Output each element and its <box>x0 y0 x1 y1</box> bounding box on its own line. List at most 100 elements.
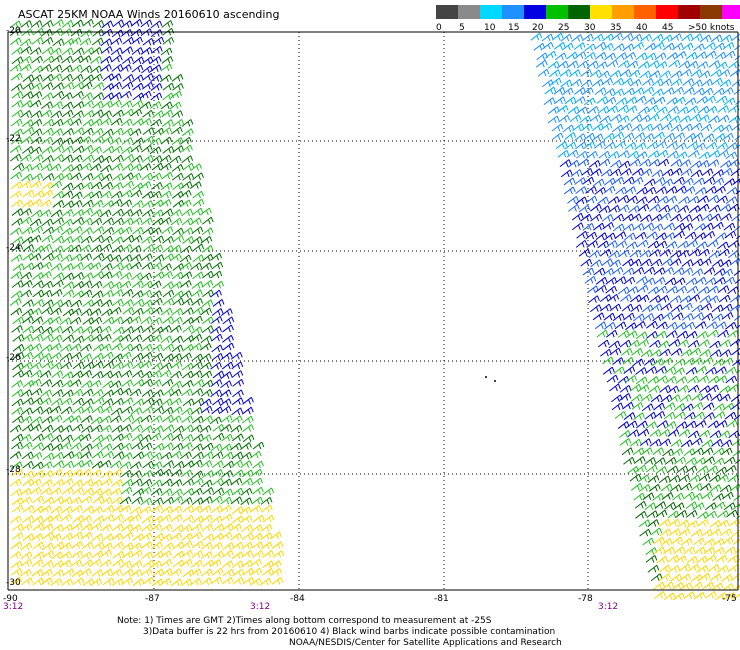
wind-barb <box>30 416 43 425</box>
wind-barb <box>200 388 213 397</box>
wind-barb <box>678 474 691 483</box>
wind-barb <box>713 403 725 412</box>
wind-barb <box>100 64 112 72</box>
wind-barb <box>10 461 23 470</box>
wind-barb <box>79 37 92 46</box>
wind-barb <box>102 360 115 369</box>
wind-barb <box>698 248 710 257</box>
wind-barb <box>653 176 666 185</box>
wind-barb <box>240 487 253 496</box>
wind-barb <box>39 199 52 208</box>
wind-barb <box>551 132 564 141</box>
wind-barb <box>160 263 172 271</box>
wind-barb <box>100 299 113 308</box>
wind-barb <box>251 532 263 541</box>
wind-barb <box>650 258 663 267</box>
wind-barb <box>90 479 103 488</box>
wind-barb <box>50 578 63 586</box>
wind-barb <box>697 105 710 114</box>
wind-barb <box>11 433 24 442</box>
wind-barb <box>658 475 671 484</box>
wind-barb <box>657 295 670 303</box>
wind-barb <box>40 64 52 72</box>
wind-barb <box>12 263 25 272</box>
wind-barb <box>262 487 275 496</box>
wind-barb <box>51 379 64 388</box>
wind-barb <box>141 325 154 333</box>
wind-barb <box>161 56 174 64</box>
wind-barb <box>626 60 639 69</box>
wind-barb <box>222 568 235 577</box>
wind-barb <box>22 470 35 479</box>
wind-barb <box>150 334 163 343</box>
wind-barb <box>580 79 593 88</box>
wind-barb <box>617 104 629 113</box>
wind-barb <box>140 19 153 28</box>
wind-barb <box>619 294 632 302</box>
wind-barb <box>30 20 43 28</box>
wind-barb <box>720 574 733 583</box>
wind-barb <box>612 313 625 322</box>
wind-barb <box>172 425 185 434</box>
wind-barb <box>140 343 153 352</box>
wind-barb <box>21 236 34 245</box>
wind-barb <box>10 271 23 279</box>
wind-barb <box>172 460 185 469</box>
wind-barb <box>683 491 695 500</box>
wind-barb <box>160 136 173 145</box>
wind-barb <box>129 506 142 515</box>
wind-barb <box>151 297 163 306</box>
wind-barb <box>221 560 234 568</box>
wind-barb <box>20 63 32 72</box>
wind-barb <box>627 465 640 474</box>
wind-barb <box>190 262 203 271</box>
wind-barb <box>572 123 585 132</box>
wind-barb <box>52 279 64 288</box>
wind-barb <box>617 421 630 429</box>
wind-barb <box>621 77 634 86</box>
wind-barb <box>81 478 94 487</box>
wind-barb <box>160 182 173 191</box>
wind-barb <box>22 82 35 90</box>
wind-barb <box>646 320 658 329</box>
wind-barb <box>122 108 134 117</box>
wind-barb <box>129 388 142 397</box>
wind-barb <box>30 128 43 137</box>
wind-barb <box>635 464 647 473</box>
wind-barb <box>685 51 698 60</box>
wind-barb <box>704 95 716 104</box>
wind-barb <box>72 460 85 468</box>
wind-barb <box>647 564 660 573</box>
wind-barb <box>201 216 214 225</box>
wind-barb <box>220 424 233 432</box>
wind-barb <box>701 528 713 537</box>
wind-barb <box>701 87 714 96</box>
wind-barb <box>652 313 664 322</box>
wind-barb <box>724 230 737 239</box>
wind-barb <box>220 531 233 540</box>
wind-barb <box>734 548 740 554</box>
wind-barb <box>191 388 204 396</box>
wind-barb <box>697 159 710 168</box>
wind-barb <box>642 313 655 321</box>
wind-barb <box>120 452 133 460</box>
wind-barb <box>601 77 613 86</box>
wind-barb <box>683 321 696 330</box>
legend-label: 20 <box>532 23 544 33</box>
wind-barb <box>131 226 144 235</box>
wind-barb <box>181 379 194 388</box>
wind-barb <box>160 307 173 316</box>
wind-barb <box>170 505 183 514</box>
wind-barb <box>81 92 93 101</box>
wind-barb <box>709 528 722 537</box>
wind-barb <box>670 573 683 582</box>
wind-barb <box>685 465 698 474</box>
wind-barb <box>11 398 24 407</box>
wind-barb <box>112 451 125 459</box>
wind-barb <box>650 527 663 536</box>
wind-barb <box>29 478 42 487</box>
wind-barb <box>653 410 666 419</box>
wind-barb <box>52 190 65 199</box>
wind-barb <box>629 258 642 267</box>
wind-barb <box>121 568 134 577</box>
